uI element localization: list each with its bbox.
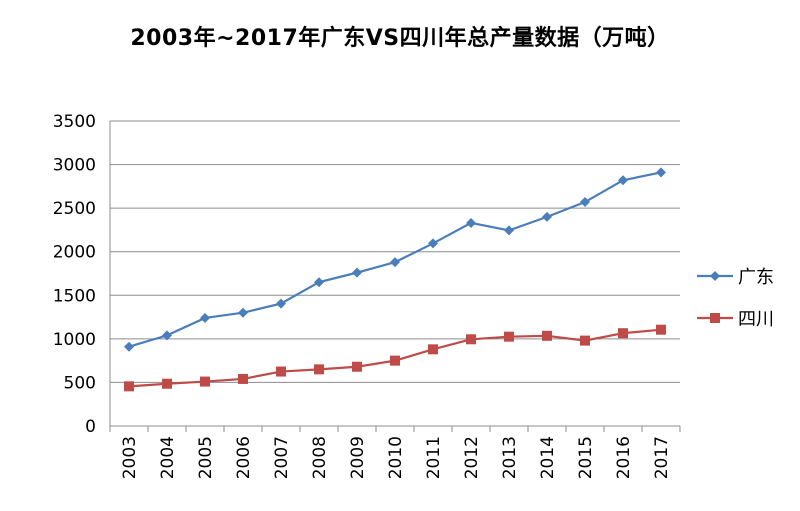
series-guangdong bbox=[124, 167, 666, 352]
legend-item: 广东 bbox=[697, 267, 774, 288]
data-point bbox=[656, 324, 666, 335]
data-point bbox=[504, 331, 514, 342]
legend-item: 四川 bbox=[697, 309, 774, 330]
data-point bbox=[656, 167, 666, 178]
data-point bbox=[504, 225, 514, 236]
x-tick-label: 2004 bbox=[158, 436, 178, 479]
data-point bbox=[580, 197, 590, 208]
data-point bbox=[238, 307, 248, 318]
data-point bbox=[466, 334, 476, 345]
x-tick-label: 2011 bbox=[424, 436, 444, 479]
x-tick-label: 2014 bbox=[538, 436, 558, 479]
data-point bbox=[710, 271, 720, 281]
data-point bbox=[390, 355, 400, 366]
x-tick-label: 2016 bbox=[614, 436, 634, 479]
data-point bbox=[542, 330, 552, 341]
data-point bbox=[162, 330, 172, 341]
legend-label: 四川 bbox=[738, 309, 774, 330]
data-point bbox=[428, 344, 438, 355]
data-point bbox=[466, 217, 476, 228]
x-tick-label: 2003 bbox=[120, 436, 140, 479]
data-point bbox=[710, 313, 720, 323]
data-point bbox=[276, 366, 286, 377]
y-tick-label: 3000 bbox=[53, 156, 96, 176]
legend-label: 广东 bbox=[738, 267, 774, 288]
x-tick-label: 2007 bbox=[272, 436, 292, 479]
y-tick-label: 2500 bbox=[53, 199, 96, 219]
x-tick-label: 2010 bbox=[386, 436, 406, 479]
series-sichuan bbox=[124, 324, 666, 392]
y-tick-label: 500 bbox=[64, 373, 96, 393]
data-point bbox=[618, 175, 628, 186]
data-point bbox=[200, 312, 210, 323]
x-tick-label: 2012 bbox=[462, 436, 482, 479]
y-tick-label: 2000 bbox=[53, 243, 96, 263]
data-point bbox=[352, 267, 362, 278]
x-tick-label: 2015 bbox=[576, 436, 596, 479]
data-point bbox=[314, 277, 324, 288]
data-point bbox=[542, 211, 552, 222]
y-tick-label: 3500 bbox=[53, 112, 96, 132]
data-point bbox=[352, 361, 362, 372]
x-tick-label: 2013 bbox=[500, 436, 520, 479]
data-point bbox=[314, 364, 324, 375]
y-tick-label: 1000 bbox=[53, 330, 96, 350]
y-tick-label: 0 bbox=[85, 417, 96, 437]
x-tick-label: 2008 bbox=[310, 436, 330, 479]
data-point bbox=[618, 328, 628, 339]
data-point bbox=[390, 257, 400, 268]
data-point bbox=[238, 373, 248, 384]
y-tick-label: 1500 bbox=[53, 286, 96, 306]
x-tick-label: 2005 bbox=[196, 436, 216, 479]
data-point bbox=[276, 298, 286, 309]
data-point bbox=[124, 381, 134, 392]
data-point bbox=[124, 341, 134, 352]
x-tick-label: 2006 bbox=[234, 436, 254, 479]
data-point bbox=[428, 238, 438, 249]
x-tick-label: 2009 bbox=[348, 436, 368, 479]
chart-title: 2003年~2017年广东VS四川年总产量数据（万吨） bbox=[130, 26, 670, 51]
data-point bbox=[162, 378, 172, 389]
data-point bbox=[580, 335, 590, 346]
data-point bbox=[200, 376, 210, 387]
x-tick-label: 2017 bbox=[652, 436, 672, 479]
